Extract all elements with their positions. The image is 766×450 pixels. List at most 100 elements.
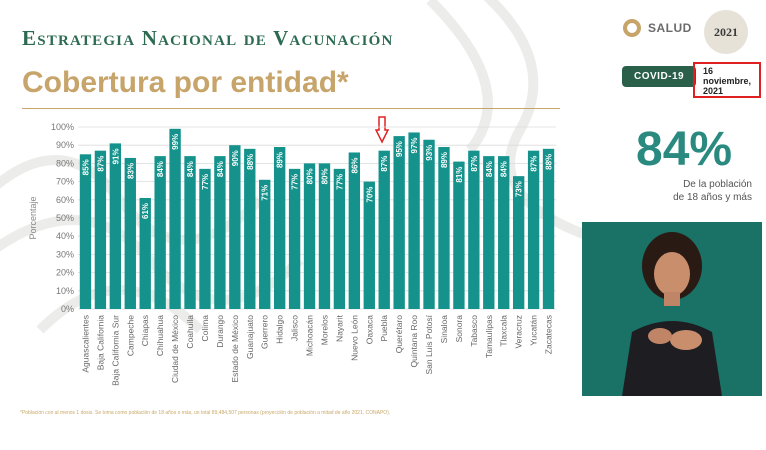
x-tick-label: Campeche <box>125 315 135 356</box>
value-label: 80% <box>320 168 329 184</box>
date-year: 2021 <box>703 86 724 96</box>
bar <box>259 179 271 309</box>
x-tick-label: Baja California <box>95 315 105 371</box>
bar <box>527 150 540 309</box>
bar <box>229 145 241 309</box>
y-tick-label: 10% <box>56 286 74 296</box>
sign-language-video <box>582 222 762 396</box>
y-axis-label: Porcentaje <box>28 196 38 239</box>
y-tick-label: 30% <box>56 249 74 259</box>
y-tick-label: 70% <box>56 177 74 187</box>
bar <box>318 163 331 309</box>
x-tick-label: San Luis Potosí <box>424 314 434 374</box>
value-label: 87% <box>470 156 479 172</box>
value-label: 80% <box>306 168 315 184</box>
page-subtitle: Cobertura por entidad* <box>22 66 349 99</box>
x-tick-labels: Aguascalientes Baja California Baja Califo… <box>80 314 553 386</box>
salud-logo-text: SALUD <box>648 21 692 35</box>
date-day: 16 <box>703 66 714 76</box>
x-tick-label: Sonora <box>454 315 464 343</box>
bar <box>468 150 480 309</box>
value-label: 84% <box>186 161 195 177</box>
y-tick-label: 100% <box>51 122 74 132</box>
y-tick-label: 60% <box>56 195 74 205</box>
value-label: 84% <box>485 161 494 177</box>
value-label: 86% <box>350 157 359 173</box>
value-label: 91% <box>111 148 120 164</box>
bar <box>154 156 166 309</box>
interpreter-figure <box>582 222 762 396</box>
coverage-caption-line1: De la población <box>683 179 752 190</box>
y-tick-label: 40% <box>56 231 74 241</box>
value-label: 95% <box>395 141 404 157</box>
y-tick-labels: 0% 10% 20% 30% 40% 50% 60% 70% 80% 90% 100% <box>51 122 74 314</box>
highlight-arrow-icon <box>375 116 389 144</box>
x-tick-label: Puebla <box>379 315 389 342</box>
date-month: noviembre, <box>703 76 752 86</box>
bar <box>273 147 286 309</box>
value-label: 84% <box>216 161 225 177</box>
bar <box>303 163 316 309</box>
x-tick-label: Tlaxcala <box>499 315 509 347</box>
bar <box>348 152 361 309</box>
value-label: 99% <box>171 134 180 150</box>
value-labels: 85% 87% 91% 83% 61% 84% 99% 84% 77% 84% 90% 88% 71% 8… <box>81 134 553 219</box>
value-label: 87% <box>96 156 105 172</box>
value-label: 97% <box>410 137 419 153</box>
bar <box>94 150 107 309</box>
y-tick-label: 0% <box>61 304 74 314</box>
x-tick-label: Ciudad de México <box>170 315 180 383</box>
bar <box>363 181 375 309</box>
x-tick-label: Quintana Roo <box>409 315 419 368</box>
coverage-caption: De la población de 18 años y más <box>618 178 752 204</box>
x-tick-label: Jalisco <box>290 315 300 341</box>
x-tick-label: Nayarit <box>334 314 344 342</box>
bar <box>288 168 301 309</box>
coverage-stat: 84% <box>636 123 733 176</box>
bar <box>438 147 450 309</box>
bar <box>79 154 92 309</box>
x-tick-label: Oaxaca <box>364 315 374 345</box>
seal-year: 2021 <box>714 24 738 39</box>
y-tick-label: 80% <box>56 158 74 168</box>
bar <box>408 132 420 309</box>
bar <box>109 143 122 309</box>
bar <box>214 156 226 309</box>
x-tick-label: Chihuahua <box>155 315 165 356</box>
bar <box>483 156 495 309</box>
x-tick-label: Coahuila <box>185 315 195 349</box>
x-tick-label: Guerrero <box>260 315 270 349</box>
coverage-bar-chart: Porcentaje 0% 10% 20% 30% 40% 50% 60% 70% 80% 90%… <box>28 122 556 386</box>
x-tick-label: Sinaloa <box>439 315 449 344</box>
value-label: 73% <box>515 181 524 197</box>
bar <box>124 157 136 309</box>
bar <box>498 156 510 309</box>
value-label: 71% <box>261 185 270 201</box>
value-label: 88% <box>246 154 255 170</box>
subtitle-divider <box>22 108 560 109</box>
x-tick-label: Aguascalientes <box>80 315 90 373</box>
x-tick-label: Colima <box>200 315 210 342</box>
value-label: 77% <box>291 174 300 190</box>
salud-logo: SALUD <box>622 18 692 38</box>
x-tick-label: Hidalgo <box>275 315 285 344</box>
date-box: 16 noviembre, 2021 <box>693 62 761 98</box>
x-tick-label: Zacatecas <box>544 315 554 354</box>
x-tick-label: Guanajuato <box>245 315 255 359</box>
x-tick-label: Tabasco <box>469 315 479 347</box>
bar <box>423 139 435 309</box>
value-label: 89% <box>276 152 285 168</box>
value-label: 81% <box>455 167 464 183</box>
x-tick-label: Chiapas <box>140 315 150 346</box>
value-label: 85% <box>81 159 90 175</box>
bar <box>169 128 181 309</box>
value-label: 83% <box>126 163 135 179</box>
bars <box>79 128 555 309</box>
value-label: 77% <box>201 174 210 190</box>
value-label: 84% <box>500 161 509 177</box>
x-tick-label: Veracruz <box>514 315 524 349</box>
covid-tag: COVID-19 <box>622 66 697 87</box>
y-tick-label: 90% <box>56 140 74 150</box>
value-label: 84% <box>156 161 165 177</box>
value-label: 87% <box>530 156 539 172</box>
